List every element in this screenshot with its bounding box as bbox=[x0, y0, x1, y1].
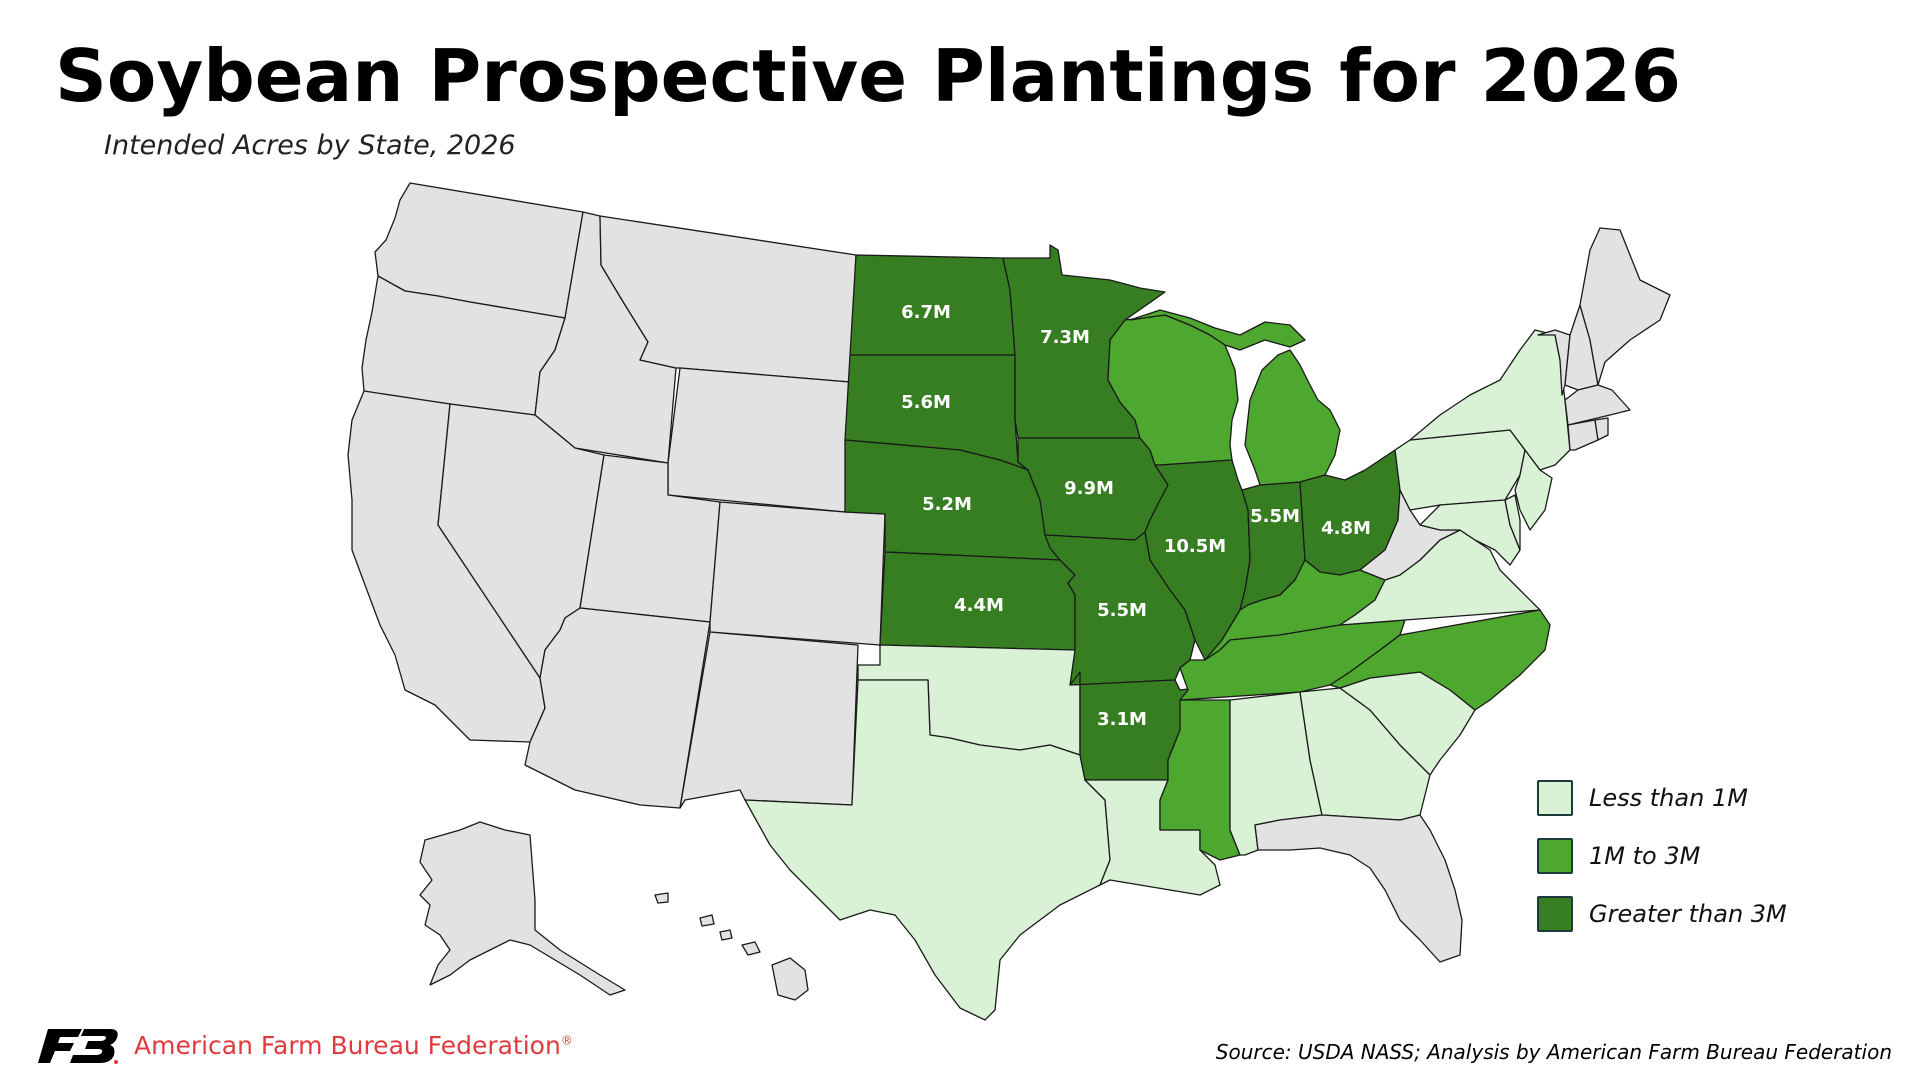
state-ak bbox=[419, 821, 626, 996]
legend-label-low: Less than 1M bbox=[1589, 784, 1748, 812]
label-oh: 4.8M bbox=[1321, 518, 1371, 539]
state-de bbox=[1504, 494, 1521, 551]
state-nj bbox=[1514, 449, 1553, 531]
legend-swatch-high bbox=[1537, 896, 1573, 932]
label-ks: 4.4M bbox=[954, 595, 1004, 616]
state-nc bbox=[1329, 609, 1551, 711]
legend-item-mid: 1M to 3M bbox=[1537, 838, 1787, 874]
label-ar: 3.1M bbox=[1097, 709, 1147, 730]
legend-swatch-low bbox=[1537, 780, 1573, 816]
state-wy bbox=[667, 367, 851, 513]
legend-label-mid: 1M to 3M bbox=[1589, 842, 1701, 870]
state-nm bbox=[679, 631, 859, 809]
state-tx bbox=[744, 679, 1111, 1021]
legend-item-low: Less than 1M bbox=[1537, 780, 1787, 816]
state-ri bbox=[1594, 417, 1609, 441]
state-mi bbox=[1129, 309, 1341, 486]
label-ne: 5.2M bbox=[922, 494, 972, 515]
map-subtitle: Intended Acres by State, 2026 bbox=[104, 130, 516, 161]
label-sd: 5.6M bbox=[901, 392, 951, 413]
legend: Less than 1M 1M to 3M Greater than 3M bbox=[1537, 780, 1787, 954]
afbf-logo-icon bbox=[38, 1029, 118, 1064]
brand-name: American Farm Bureau Federation® bbox=[134, 1030, 573, 1060]
state-ct bbox=[1567, 419, 1599, 451]
state-me bbox=[1579, 227, 1671, 386]
state-hi bbox=[654, 892, 809, 1001]
state-vt bbox=[1537, 329, 1571, 396]
brand: American Farm Bureau Federation® bbox=[38, 1025, 573, 1065]
state-pa bbox=[1394, 429, 1526, 511]
label-nd: 6.7M bbox=[901, 302, 951, 323]
label-in: 5.5M bbox=[1250, 506, 1300, 527]
label-ia: 9.9M bbox=[1064, 478, 1114, 499]
state-co bbox=[709, 501, 886, 646]
legend-label-high: Greater than 3M bbox=[1589, 900, 1787, 928]
label-mo: 5.5M bbox=[1097, 600, 1147, 621]
source-note: Source: USDA NASS; Analysis by American … bbox=[1215, 1040, 1892, 1064]
legend-swatch-mid bbox=[1537, 838, 1573, 874]
label-il: 10.5M bbox=[1164, 536, 1226, 557]
map-title: Soybean Prospective Plantings for 2026 bbox=[55, 34, 1681, 118]
state-fl bbox=[1254, 814, 1463, 963]
legend-item-high: Greater than 3M bbox=[1537, 896, 1787, 932]
label-mn: 7.3M bbox=[1040, 327, 1090, 348]
